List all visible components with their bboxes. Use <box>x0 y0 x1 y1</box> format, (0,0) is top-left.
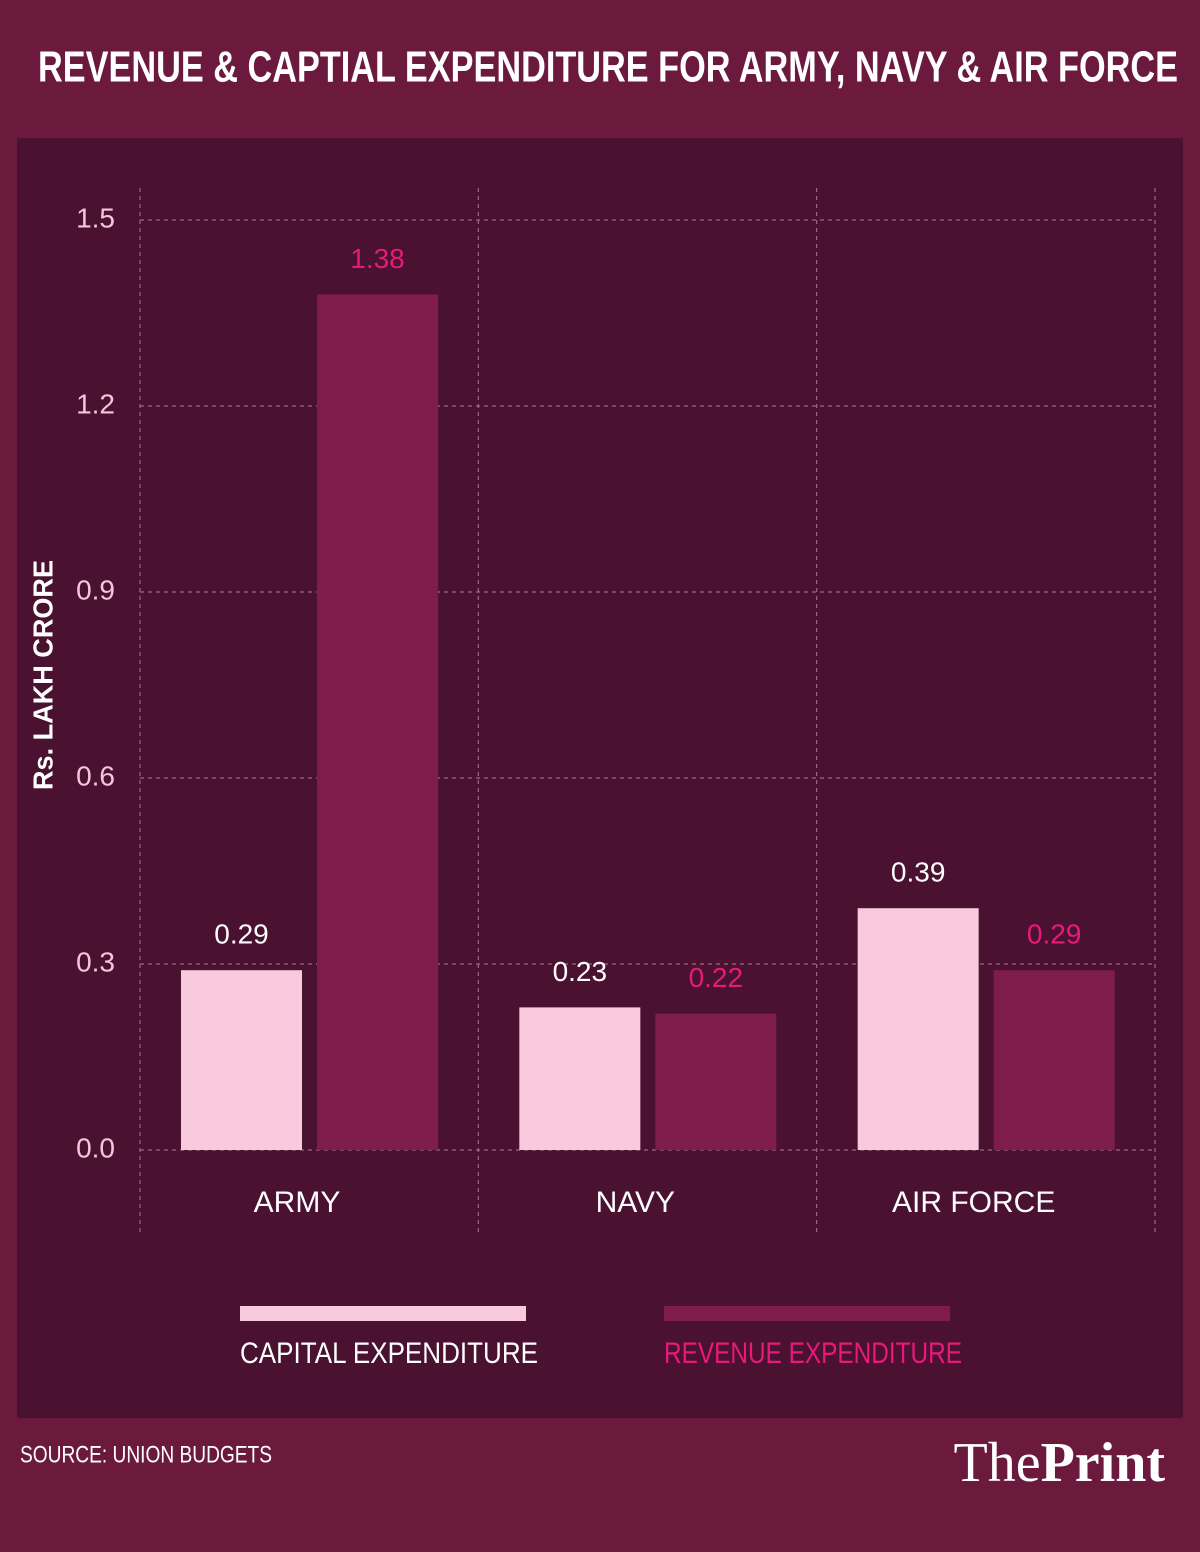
bar <box>519 1007 641 1150</box>
bar <box>317 294 438 1150</box>
y-tick-label: 0.9 <box>76 574 115 605</box>
x-tick-label: AIR FORCE <box>892 1186 1055 1219</box>
logo: ThePrint <box>954 1432 1166 1494</box>
bar <box>655 1013 777 1150</box>
x-tick-label: NAVY <box>596 1186 675 1219</box>
chart-title: REVENUE & CAPTIAL EXPENDITURE FOR ARMY, … <box>38 43 1178 92</box>
y-tick-label: 1.2 <box>76 388 115 419</box>
y-tick-label: 0.3 <box>76 946 115 977</box>
y-tick-label: 0.6 <box>76 760 115 791</box>
logo-the: The <box>954 1432 1041 1494</box>
y-tick-label: 0.0 <box>76 1132 115 1163</box>
y-tick-label: 1.5 <box>76 202 115 233</box>
value-label: 0.29 <box>1027 919 1082 950</box>
legend-swatch <box>240 1306 526 1321</box>
logo-print: Print <box>1041 1432 1166 1494</box>
plot: 0.0 0.3 0.6 0.9 1.2 1.5 ARMY 0.29 1.38 NAVY 0.23 0.… <box>76 188 1156 1370</box>
value-label: 0.29 <box>214 919 269 950</box>
value-label: 1.38 <box>350 243 405 274</box>
value-label: 0.23 <box>553 956 608 987</box>
value-label: 0.22 <box>689 962 744 993</box>
bar <box>857 908 979 1150</box>
x-tick-label: ARMY <box>254 1186 341 1219</box>
legend-swatch <box>664 1306 950 1321</box>
source: SOURCE: UNION BUDGETS <box>20 1441 272 1468</box>
bar <box>181 970 302 1150</box>
legend-label: REVENUE EXPENDITURE <box>664 1337 962 1370</box>
value-label: 0.39 <box>891 857 946 888</box>
y-axis-label: Rs. LAKH CRORE <box>27 560 58 790</box>
bar <box>993 970 1115 1150</box>
legend-label: CAPITAL EXPENDITURE <box>240 1337 538 1370</box>
